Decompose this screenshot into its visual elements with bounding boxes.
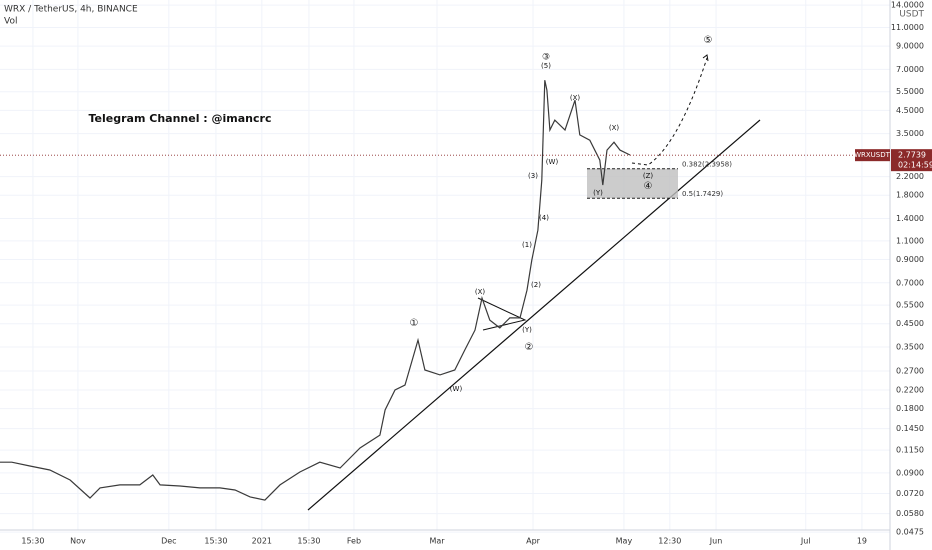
- projection-arrow: [702, 54, 709, 62]
- annotation: (5): [541, 62, 551, 70]
- y-tick-label: 14.0000: [891, 1, 924, 10]
- x-tick-label: Feb: [347, 537, 361, 546]
- annotation: ④: [644, 181, 653, 192]
- annotation: ③: [542, 53, 550, 63]
- y-tick-label: 0.1150: [896, 446, 924, 455]
- y-tick-label: 0.1450: [896, 424, 924, 433]
- price-line: [0, 80, 631, 501]
- x-tick-label: 15:30: [297, 537, 320, 546]
- y-tick-label: 1.8000: [896, 191, 924, 200]
- annotation: (2): [531, 281, 541, 289]
- y-tick-label: 0.2200: [896, 386, 924, 395]
- y-tick-label: 9.0000: [896, 42, 924, 51]
- y-tick-label: 0.9000: [896, 255, 924, 264]
- y-tick-label: 0.0720: [896, 489, 924, 498]
- x-tick-label: 15:30: [204, 537, 227, 546]
- annotation: ②: [525, 342, 534, 353]
- price-label: 2.7739: [898, 151, 926, 160]
- y-tick-label: 4.5000: [896, 106, 924, 115]
- annotation: (Y): [593, 189, 603, 197]
- y-tick-label: 0.0900: [896, 468, 924, 477]
- annotation: (1): [522, 241, 532, 249]
- y-axis-label: USDT: [899, 10, 924, 20]
- fib-label: 0.5(1.7429): [682, 190, 723, 198]
- x-tick-label: 12:30: [658, 537, 681, 546]
- y-tick-label: 0.5500: [896, 301, 924, 310]
- x-tick-label: 2021: [252, 537, 272, 546]
- y-tick-label: 5.5000: [896, 87, 924, 96]
- annotation: ①: [410, 318, 419, 329]
- x-tick-label: Apr: [526, 537, 541, 546]
- grid: [0, 0, 890, 533]
- projection: [631, 57, 708, 166]
- y-tick-label: 3.5000: [896, 129, 924, 138]
- y-tick-label: 7.0000: [896, 65, 924, 74]
- y-tick-label: 0.7000: [896, 278, 924, 287]
- annotation: Telegram Channel : @imancrc: [89, 112, 272, 125]
- x-tick-label: Dec: [161, 537, 176, 546]
- x-tick-label: 15:30: [21, 537, 44, 546]
- y-tick-label: 11.0000: [891, 23, 924, 32]
- x-tick-label: Nov: [70, 537, 86, 546]
- fib-label: 0.382(2.3958): [682, 161, 732, 169]
- price-tag: [891, 149, 932, 172]
- subtitle: Vol: [4, 17, 17, 27]
- x-tick-label: Mar: [429, 537, 445, 546]
- annotation: (Z): [643, 172, 654, 180]
- x-tick-label: Jul: [800, 537, 811, 546]
- y-tick-label: 0.4500: [896, 319, 924, 328]
- annotation: (3): [528, 172, 538, 180]
- y-tick-label: 1.4000: [896, 214, 924, 223]
- annotation: (4): [539, 214, 549, 222]
- x-tick-label: May: [616, 537, 633, 546]
- y-tick-label: 1.1000: [896, 236, 924, 245]
- annotation: (X): [609, 124, 620, 132]
- y-tick-label: 0.0475: [896, 528, 924, 537]
- annotation: (W): [546, 158, 559, 166]
- annotation: (W): [450, 385, 463, 393]
- trend-line: [307, 119, 761, 511]
- chart-title: WRX / TetherUS, 4h, BINANCE: [4, 5, 138, 15]
- y-tick-label: 2.2000: [896, 172, 924, 181]
- y-tick-label: 0.0580: [896, 509, 924, 518]
- y-tick-label: 0.3500: [896, 342, 924, 351]
- triangle: [477, 297, 527, 331]
- annotation: (X): [475, 288, 486, 296]
- symbol-label: WRXUSDT: [854, 151, 891, 159]
- x-tick-label: Jun: [709, 537, 723, 546]
- symbol-tag: [855, 149, 890, 162]
- y-tick-label: 0.2700: [896, 367, 924, 376]
- countdown: 02:14:59: [898, 161, 932, 170]
- annotation: ⑤: [704, 35, 713, 46]
- y-tick-label: 0.1800: [896, 404, 924, 413]
- annotation: (Y): [522, 326, 532, 334]
- annotation: (X): [570, 94, 581, 102]
- x-tick-label: 19: [857, 537, 867, 546]
